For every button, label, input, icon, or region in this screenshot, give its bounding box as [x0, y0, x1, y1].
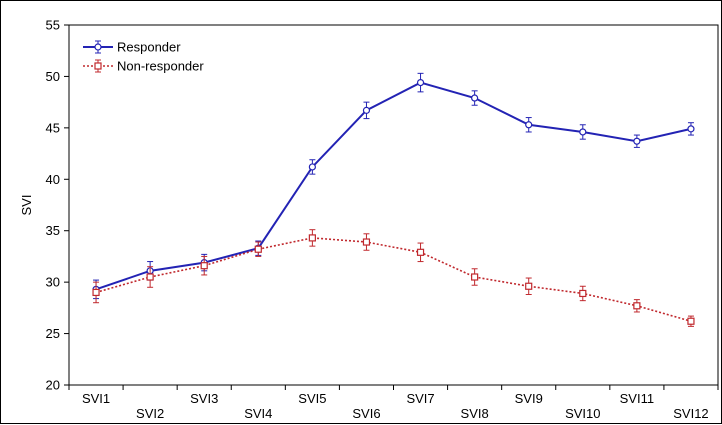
x-tick-label: SVI10: [565, 406, 600, 421]
data-point: [579, 289, 587, 298]
data-point: [471, 273, 479, 281]
data-point: [416, 248, 425, 256]
data-point: [362, 106, 371, 114]
data-point: [579, 128, 587, 136]
legend-label: Responder: [117, 40, 181, 55]
data-point: [633, 137, 641, 145]
x-tick-label: SVI11: [620, 391, 654, 406]
legend-item: Non-responder: [83, 59, 204, 74]
x-tick-label: SVI5: [298, 391, 326, 406]
legend-marker: [94, 43, 102, 51]
x-tick-label: SVI4: [244, 406, 272, 421]
series-line: [95, 237, 692, 322]
data-point: [471, 94, 479, 102]
data-point: [687, 125, 695, 133]
x-tick-label: SVI9: [515, 391, 543, 406]
data-point: [146, 273, 154, 281]
legend-label: Non-responder: [117, 59, 204, 74]
data-point: [525, 121, 533, 129]
series-line: [95, 81, 692, 291]
x-tick-label: SVI3: [190, 391, 218, 406]
data-point: [525, 282, 533, 290]
y-tick-label: 30: [46, 275, 60, 290]
y-tick-label: 50: [46, 69, 60, 84]
y-tick-label: 55: [46, 18, 60, 33]
data-point: [362, 238, 371, 246]
data-point: [254, 245, 262, 253]
x-tick-label: SVI7: [406, 391, 434, 406]
x-tick-label: SVI6: [352, 406, 380, 421]
series-non-responder: [92, 229, 695, 327]
data-point: [92, 288, 100, 297]
x-tick-label: SVI2: [136, 406, 164, 421]
y-tick-label: 45: [46, 120, 60, 135]
y-tick-label: 25: [46, 326, 60, 341]
y-tick-label: 40: [46, 172, 60, 187]
x-tick-label: SVI8: [461, 406, 489, 421]
legend-item: Responder: [83, 40, 181, 55]
data-point: [308, 163, 316, 171]
data-point: [633, 302, 641, 310]
data-point: [308, 234, 316, 242]
legend-marker: [94, 62, 102, 70]
x-tick-label: SVI1: [82, 391, 110, 406]
data-point: [687, 317, 695, 325]
data-point: [200, 262, 208, 270]
y-tick-label: 35: [46, 223, 60, 238]
data-point: [416, 78, 425, 87]
plot-area: [68, 24, 719, 386]
x-tick-label: SVI12: [673, 406, 708, 421]
y-tick-label: 20: [46, 378, 60, 393]
y-axis-title: SVI: [19, 195, 34, 216]
